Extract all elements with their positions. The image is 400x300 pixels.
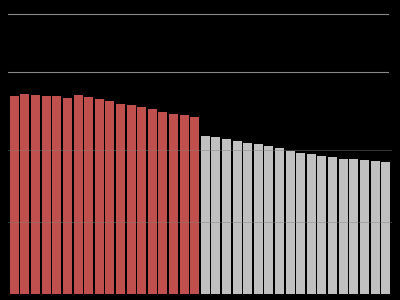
Bar — [126, 105, 136, 294]
Bar — [212, 137, 220, 294]
Bar — [180, 116, 188, 294]
Bar — [116, 104, 125, 294]
Bar — [318, 156, 326, 294]
Bar — [233, 141, 242, 294]
Bar — [31, 94, 40, 294]
Bar — [105, 101, 114, 294]
Bar — [349, 159, 358, 294]
Bar — [339, 159, 348, 294]
Bar — [381, 162, 390, 294]
Bar — [286, 151, 295, 294]
Bar — [63, 98, 72, 294]
Bar — [243, 143, 252, 294]
Bar — [169, 114, 178, 294]
Bar — [307, 154, 316, 294]
Bar — [264, 146, 274, 294]
Bar — [328, 157, 337, 294]
Bar — [222, 139, 231, 294]
Bar — [190, 117, 199, 294]
Bar — [148, 110, 157, 294]
Bar — [158, 112, 167, 294]
Bar — [42, 96, 51, 294]
Bar — [296, 153, 305, 294]
Bar — [201, 136, 210, 294]
Bar — [275, 148, 284, 294]
Bar — [52, 96, 61, 294]
Bar — [10, 96, 19, 294]
Bar — [20, 94, 30, 294]
Bar — [360, 160, 369, 294]
Bar — [84, 97, 93, 294]
Bar — [74, 95, 82, 294]
Bar — [370, 161, 380, 294]
Bar — [137, 107, 146, 294]
Bar — [95, 99, 104, 294]
Bar — [254, 144, 263, 294]
